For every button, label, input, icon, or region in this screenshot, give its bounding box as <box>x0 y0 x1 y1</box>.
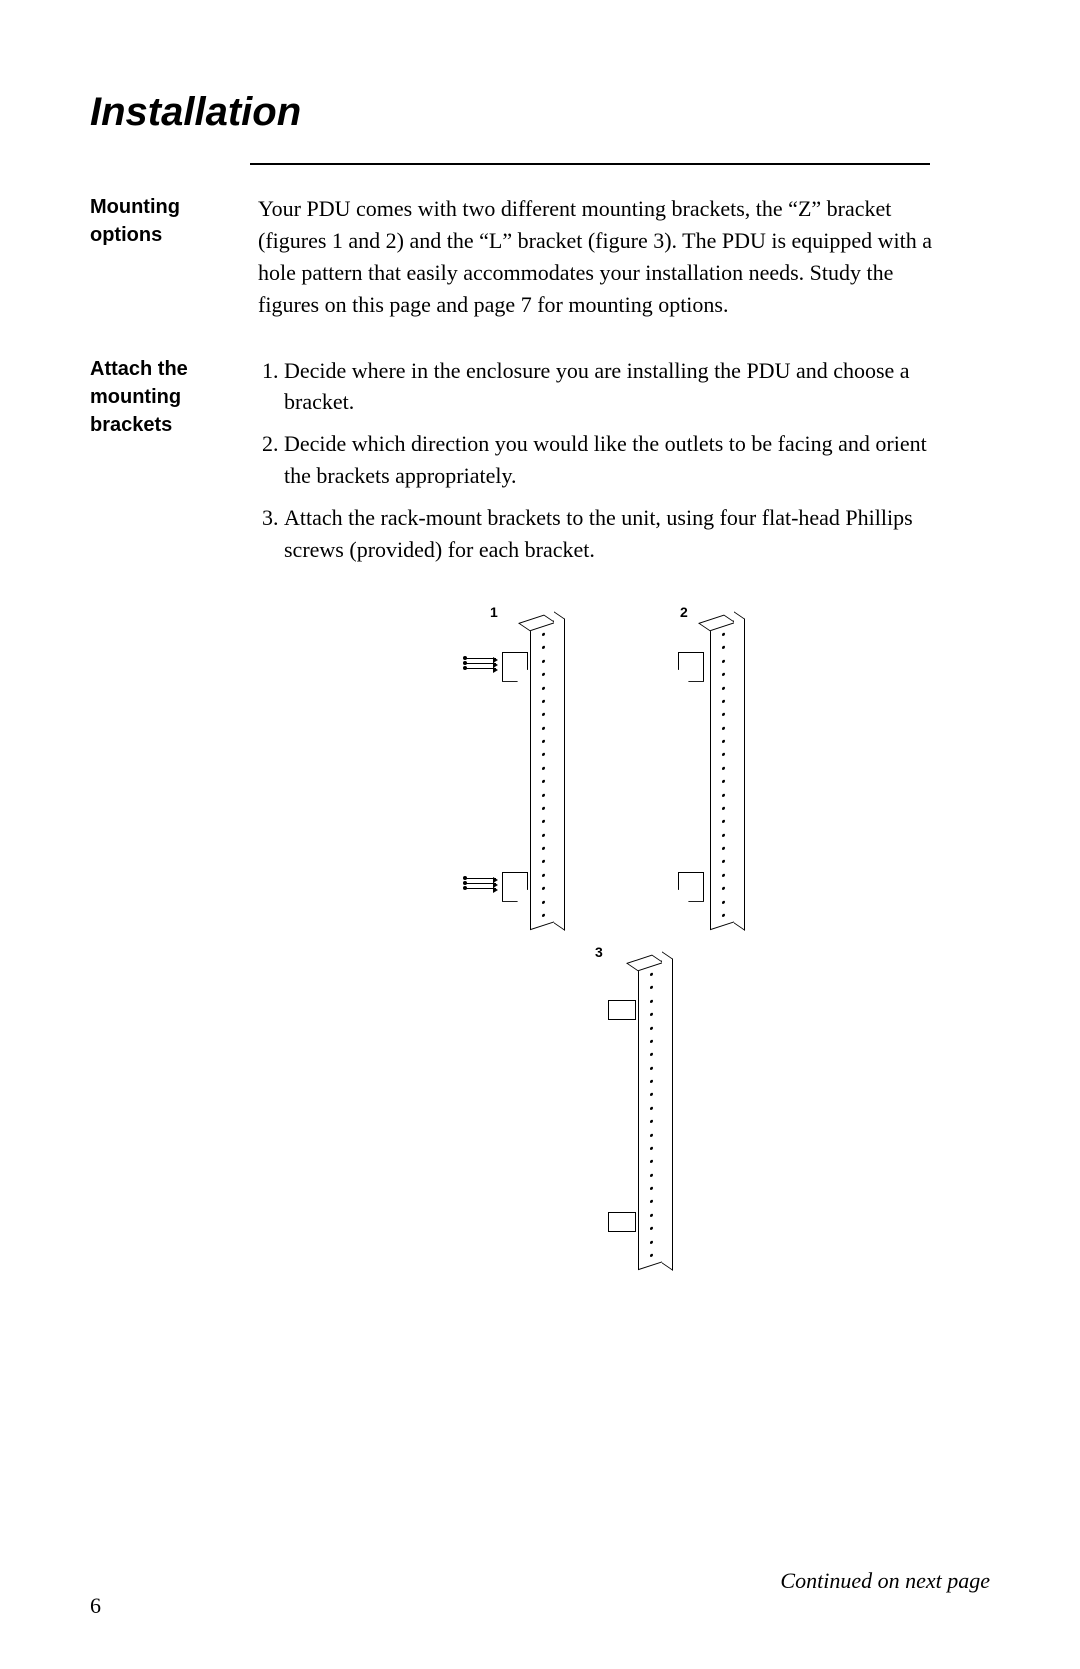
side-label-mounting-options: Mounting options <box>90 193 230 249</box>
page-number: 6 <box>90 1593 101 1619</box>
figure-1-screws-top <box>466 658 496 669</box>
figure-3-pdu <box>638 960 664 1270</box>
page: Installation Mounting options Your PDU c… <box>0 0 1080 1669</box>
figure-3-bracket-bottom <box>608 1212 636 1232</box>
steps-list: Decide where in the enclosure you are in… <box>258 355 948 566</box>
figure-3-dots <box>645 971 657 1259</box>
figure-1-bracket-bottom <box>502 872 528 902</box>
figures-area: 1 2 3 <box>390 604 810 1324</box>
horizontal-rule <box>250 163 930 165</box>
section-mounting-options: Mounting options Your PDU comes with two… <box>90 193 1000 327</box>
figure-3-bracket-top <box>608 1000 636 1020</box>
body-text-attach-brackets: Decide where in the enclosure you are in… <box>258 355 948 576</box>
step-1: Decide where in the enclosure you are in… <box>284 355 948 419</box>
figure-2-pdu <box>710 620 736 930</box>
paragraph-mounting-options: Your PDU comes with two different mounti… <box>258 193 948 321</box>
figure-1-bracket-top <box>502 652 528 682</box>
figure-3-label: 3 <box>595 944 603 960</box>
figure-1-screws-bottom <box>466 878 496 889</box>
step-2: Decide which direction you would like th… <box>284 428 948 492</box>
figure-1-pdu <box>530 620 556 930</box>
step-3: Attach the rack-mount brackets to the un… <box>284 502 948 566</box>
figure-2-bracket-bottom <box>678 872 704 902</box>
section-attach-brackets: Attach the mounting brackets Decide wher… <box>90 355 1000 576</box>
figure-2-label: 2 <box>680 604 688 620</box>
figure-2-bracket-top <box>678 652 704 682</box>
body-text-mounting-options: Your PDU comes with two different mounti… <box>258 193 948 327</box>
continued-text: Continued on next page <box>780 1568 990 1594</box>
figure-1-label: 1 <box>490 604 498 620</box>
page-title: Installation <box>90 90 1000 135</box>
figure-1-dots <box>537 631 549 919</box>
side-label-attach-brackets: Attach the mounting brackets <box>90 355 230 439</box>
figure-2-dots <box>717 631 729 919</box>
